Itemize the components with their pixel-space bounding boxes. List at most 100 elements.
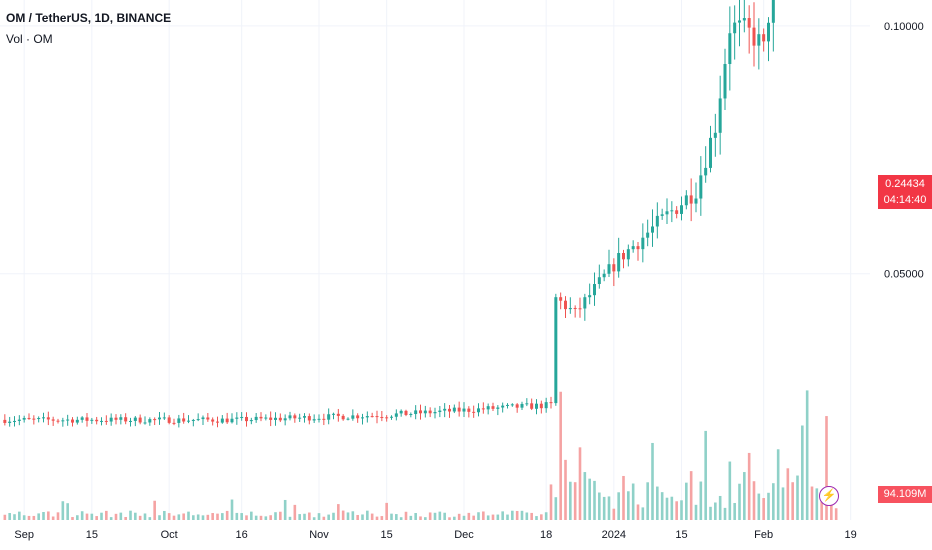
candle-body (75, 419, 79, 423)
candle-body (283, 418, 287, 421)
candle-body (559, 297, 563, 301)
candle-body (153, 419, 157, 421)
volume-bar (757, 493, 761, 520)
candle-body (680, 205, 683, 214)
volume-bar (718, 495, 722, 520)
volume-bar (607, 496, 611, 520)
volume-bar (462, 515, 466, 520)
volume-bar (588, 478, 591, 520)
x-tick-label: Dec (454, 529, 474, 541)
volume-bar (622, 475, 625, 520)
candle-body (201, 417, 205, 420)
candle-body (636, 246, 640, 250)
candle-body (709, 137, 712, 168)
volume-bar (544, 512, 548, 520)
volume-bar (322, 516, 326, 520)
volume-bar (308, 512, 311, 520)
candle-body (51, 419, 55, 421)
candle-body (602, 273, 606, 278)
volume-bar (583, 472, 587, 520)
volume-bar (167, 513, 171, 520)
volume-bar (288, 516, 292, 520)
candle-body (771, 0, 775, 23)
volume-bar (337, 504, 340, 520)
candle-body (457, 407, 461, 412)
volume-bar (752, 481, 756, 520)
volume-bar (90, 513, 94, 520)
candle-body (718, 98, 722, 133)
volume-bar (51, 516, 55, 520)
candle-body (303, 416, 306, 418)
volume-bar (820, 493, 823, 520)
countdown-timer: 04:14:40 (883, 194, 927, 206)
candle-body (520, 403, 524, 408)
volume-bar (491, 514, 495, 520)
candle-body (206, 417, 210, 420)
candle-body (133, 417, 137, 421)
volume-bar (689, 471, 693, 520)
candle-body (694, 198, 698, 204)
candle-body (684, 195, 688, 206)
volume-bar (593, 480, 596, 520)
volume-bar (399, 517, 403, 520)
candle-body (762, 34, 766, 42)
volume-bar (675, 501, 678, 520)
volume-bar (796, 475, 799, 520)
lightning-bolt-icon[interactable]: ⚡ (819, 486, 839, 506)
volume-bar (341, 510, 345, 520)
candle-body (539, 403, 543, 409)
candle-body (129, 420, 132, 422)
volume-bar (646, 482, 649, 520)
candle-body (124, 417, 128, 422)
candle-body (728, 33, 732, 64)
volume-bar (409, 515, 413, 520)
volume-bar (13, 514, 16, 520)
candle-body (148, 419, 152, 423)
volume-bar (670, 496, 674, 520)
volume-bar (235, 512, 239, 520)
candle-body (61, 420, 65, 422)
candle-body (172, 422, 176, 424)
candle-body (404, 410, 408, 415)
candle-body (80, 417, 84, 420)
x-tick-label: 15 (86, 529, 98, 541)
candle-body (196, 419, 200, 421)
candle-body (568, 307, 572, 310)
candle-body (336, 413, 340, 416)
volume-bar (472, 515, 475, 520)
volume-bar (825, 416, 828, 520)
volume-legend[interactable]: Vol · OM (6, 32, 53, 46)
candle-body (477, 408, 480, 413)
candle-body (307, 416, 311, 421)
volume-bar (346, 512, 350, 520)
volume-bar (395, 514, 398, 520)
volume-bar (535, 516, 538, 520)
volume-bar (37, 513, 40, 520)
volume-bar (177, 514, 181, 520)
symbol-title[interactable]: OM / TetherUS, 1D, BINANCE (6, 11, 172, 25)
candle-body (544, 402, 548, 409)
volume-bar (694, 504, 698, 520)
volume-bar (549, 484, 553, 520)
candle-body (293, 415, 297, 419)
volume-bar (143, 513, 147, 520)
candle-body (167, 417, 171, 423)
candle-body (752, 27, 756, 46)
volume-bar (617, 492, 620, 520)
candle-body (394, 413, 398, 417)
candle-body (182, 418, 186, 422)
volume-bar (704, 430, 707, 520)
last-volume-badge: 94.109M (878, 486, 932, 503)
volume-bar (815, 488, 819, 520)
volume-bar (225, 510, 229, 520)
candle-body (622, 253, 625, 260)
volume-bar (453, 516, 456, 520)
volume-bar (32, 515, 36, 520)
candle-body (240, 416, 244, 418)
volume-bar (182, 513, 185, 520)
candle-body (573, 307, 577, 309)
candle-body (651, 226, 654, 233)
candle-body (723, 63, 727, 99)
